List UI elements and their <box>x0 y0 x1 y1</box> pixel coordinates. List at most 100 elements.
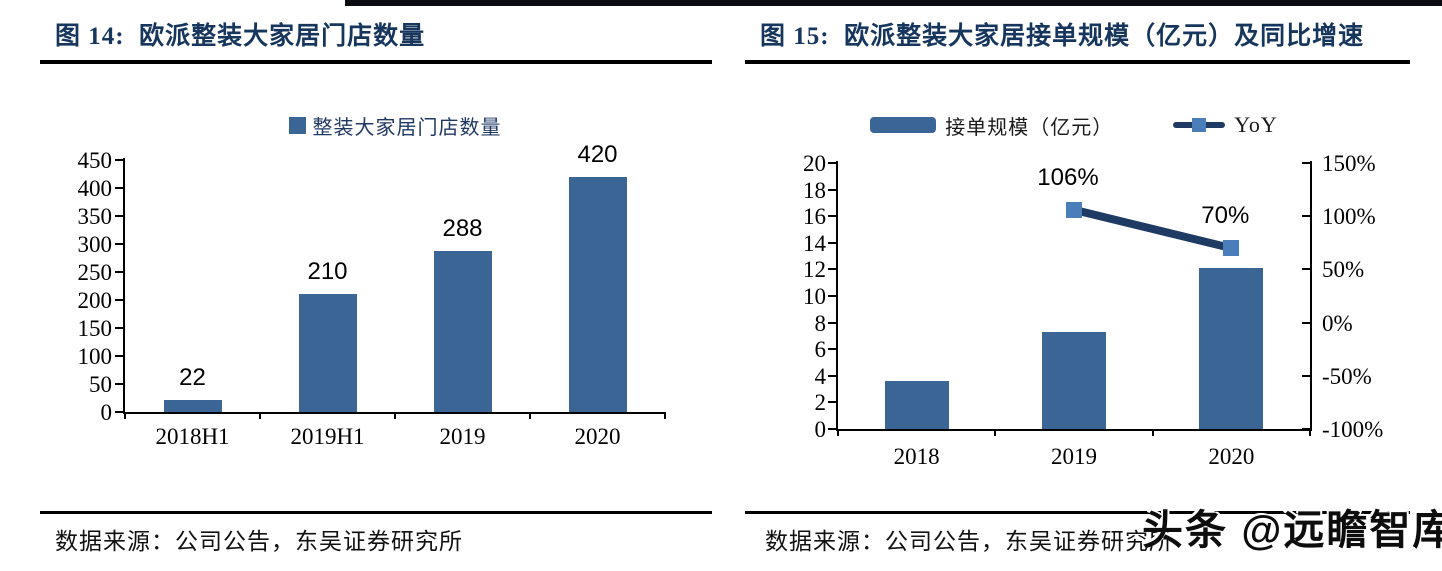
y-axis-tick <box>115 187 123 189</box>
right-y-axis-tick-label: 50% <box>1322 257 1365 283</box>
right-chart-title: 图 15: 欧派整装大家居接单规模（亿元）及同比增速 <box>760 23 1365 50</box>
yoy-marker-icon <box>1223 240 1240 257</box>
left-y-axis-tick <box>828 268 836 271</box>
bar-legend-label: 整装大家居门店数量 <box>312 116 502 139</box>
right-y-axis-tick <box>1302 268 1310 271</box>
right-title-rule <box>745 60 1410 64</box>
left-y-axis-tick <box>828 295 836 297</box>
left-y-axis-tick <box>828 401 836 404</box>
y-axis-tick-label: 150 <box>77 316 113 341</box>
yoy-marker-icon <box>1066 201 1082 218</box>
bar-value-label: 22 <box>179 363 206 391</box>
right-y-axis-tick-label: -100% <box>1322 417 1384 442</box>
bar-value-label: 210 <box>307 258 348 286</box>
bar-value-label: 288 <box>442 214 483 242</box>
left-y-axis-tick-label: 18 <box>803 177 826 203</box>
left-source-text: 数据来源：公司公告，东吴证券研究所 <box>55 529 463 554</box>
x-axis-line <box>836 429 1312 431</box>
y-axis-tick <box>115 159 123 161</box>
bar <box>884 381 949 429</box>
right-y-axis-tick-label: 0% <box>1322 310 1353 336</box>
y-axis-tick <box>115 327 123 329</box>
left-y-axis-tick-label: 10 <box>803 284 826 309</box>
bar <box>433 250 492 412</box>
left-y-axis-tick-label: 2 <box>814 390 827 416</box>
watermark-text: 头条 @远瞻智库 <box>1142 507 1442 553</box>
left-y-axis-tick <box>828 428 836 430</box>
bar <box>1199 268 1264 429</box>
left-y-axis-tick <box>828 215 836 218</box>
x-axis-label: 2018 <box>893 444 940 469</box>
cropped-text-bar <box>345 0 1442 6</box>
right-y-axis-tick <box>1302 428 1310 430</box>
y-axis-tick-label: 100 <box>77 344 113 369</box>
right-y-axis-tick-label: 100% <box>1322 204 1376 230</box>
x-axis-tick <box>394 412 396 419</box>
bar <box>1042 331 1106 429</box>
yoy-data-label: 70% <box>1201 202 1250 230</box>
left-y-axis-tick <box>828 188 836 191</box>
left-y-axis-tick <box>828 162 836 164</box>
line-legend-marker-icon <box>1192 118 1207 132</box>
right-y-axis-tick <box>1302 162 1310 164</box>
line-legend-glyph <box>1173 112 1226 138</box>
left-y-axis-tick <box>828 241 836 244</box>
line-series-legend-label: YoY <box>1234 112 1278 137</box>
right-bottom-rule <box>745 511 1410 514</box>
yoy-data-label: 106% <box>1037 163 1099 191</box>
right-y-axis-tick-label: 150% <box>1322 151 1376 176</box>
left-y-axis-tick-label: 0 <box>814 417 827 442</box>
bar <box>163 399 222 412</box>
left-y-axis-tick <box>828 374 836 377</box>
y-axis-tick <box>115 271 123 273</box>
y-axis-tick <box>115 215 123 217</box>
left-y-axis-tick <box>828 321 836 324</box>
y-axis-tick <box>115 243 123 245</box>
x-axis-label: 2020 <box>1208 444 1255 469</box>
x-axis-tick <box>529 412 531 419</box>
left-title-rule <box>40 60 712 64</box>
y-axis-tick <box>115 383 123 385</box>
left-y-axis-tick-label: 8 <box>814 310 827 336</box>
left-y-axis-tick <box>828 348 836 351</box>
right-y-axis-tick <box>1302 215 1310 218</box>
right-y-axis-tick-label: -50% <box>1322 363 1372 389</box>
left-chart-title: 图 14: 欧派整装大家居门店数量 <box>55 23 426 50</box>
left-y-axis-tick-label: 12 <box>803 257 826 283</box>
y-axis-tick <box>115 355 123 357</box>
bar-legend-swatch <box>870 117 937 133</box>
left-y-axis-tick-label: 4 <box>814 363 827 389</box>
left-y-axis-line <box>836 161 838 431</box>
x-axis-label: 2019 <box>1051 444 1097 469</box>
x-axis-tick <box>664 412 666 419</box>
bar-legend-swatch <box>288 116 306 134</box>
x-axis-tick <box>124 412 126 419</box>
right-y-axis-tick <box>1302 321 1310 324</box>
left-bottom-rule <box>40 511 712 514</box>
x-axis-tick <box>994 429 997 436</box>
x-axis-label: 2020 <box>574 424 621 449</box>
left-y-axis-tick-label: 6 <box>814 337 827 363</box>
right-chart-legend: 接单规模（亿元） YoY <box>838 112 1310 139</box>
right-y-axis-tick <box>1302 374 1310 377</box>
right-source-text: 数据来源：公司公告，东吴证券研究所 <box>765 529 1173 554</box>
y-axis-line <box>123 158 125 414</box>
y-axis-tick-label: 50 <box>89 372 112 397</box>
x-axis-tick <box>837 429 839 436</box>
y-axis-tick <box>115 299 123 301</box>
bar <box>298 294 357 412</box>
bar-value-label: 420 <box>577 140 618 168</box>
left-y-axis-tick-label: 16 <box>803 204 826 230</box>
left-y-axis-tick-label: 20 <box>803 151 826 176</box>
left-chart-legend: 整装大家居门店数量 <box>125 112 665 139</box>
y-axis-tick-label: 450 <box>77 148 113 173</box>
left-y-axis-tick-label: 14 <box>803 230 826 256</box>
x-axis-label: 2019 <box>439 424 486 449</box>
bar <box>568 176 627 412</box>
y-axis-tick-label: 250 <box>77 260 113 285</box>
x-axis-tick <box>259 412 261 419</box>
x-axis-tick <box>1309 429 1311 436</box>
y-axis-tick-label: 300 <box>77 232 113 257</box>
